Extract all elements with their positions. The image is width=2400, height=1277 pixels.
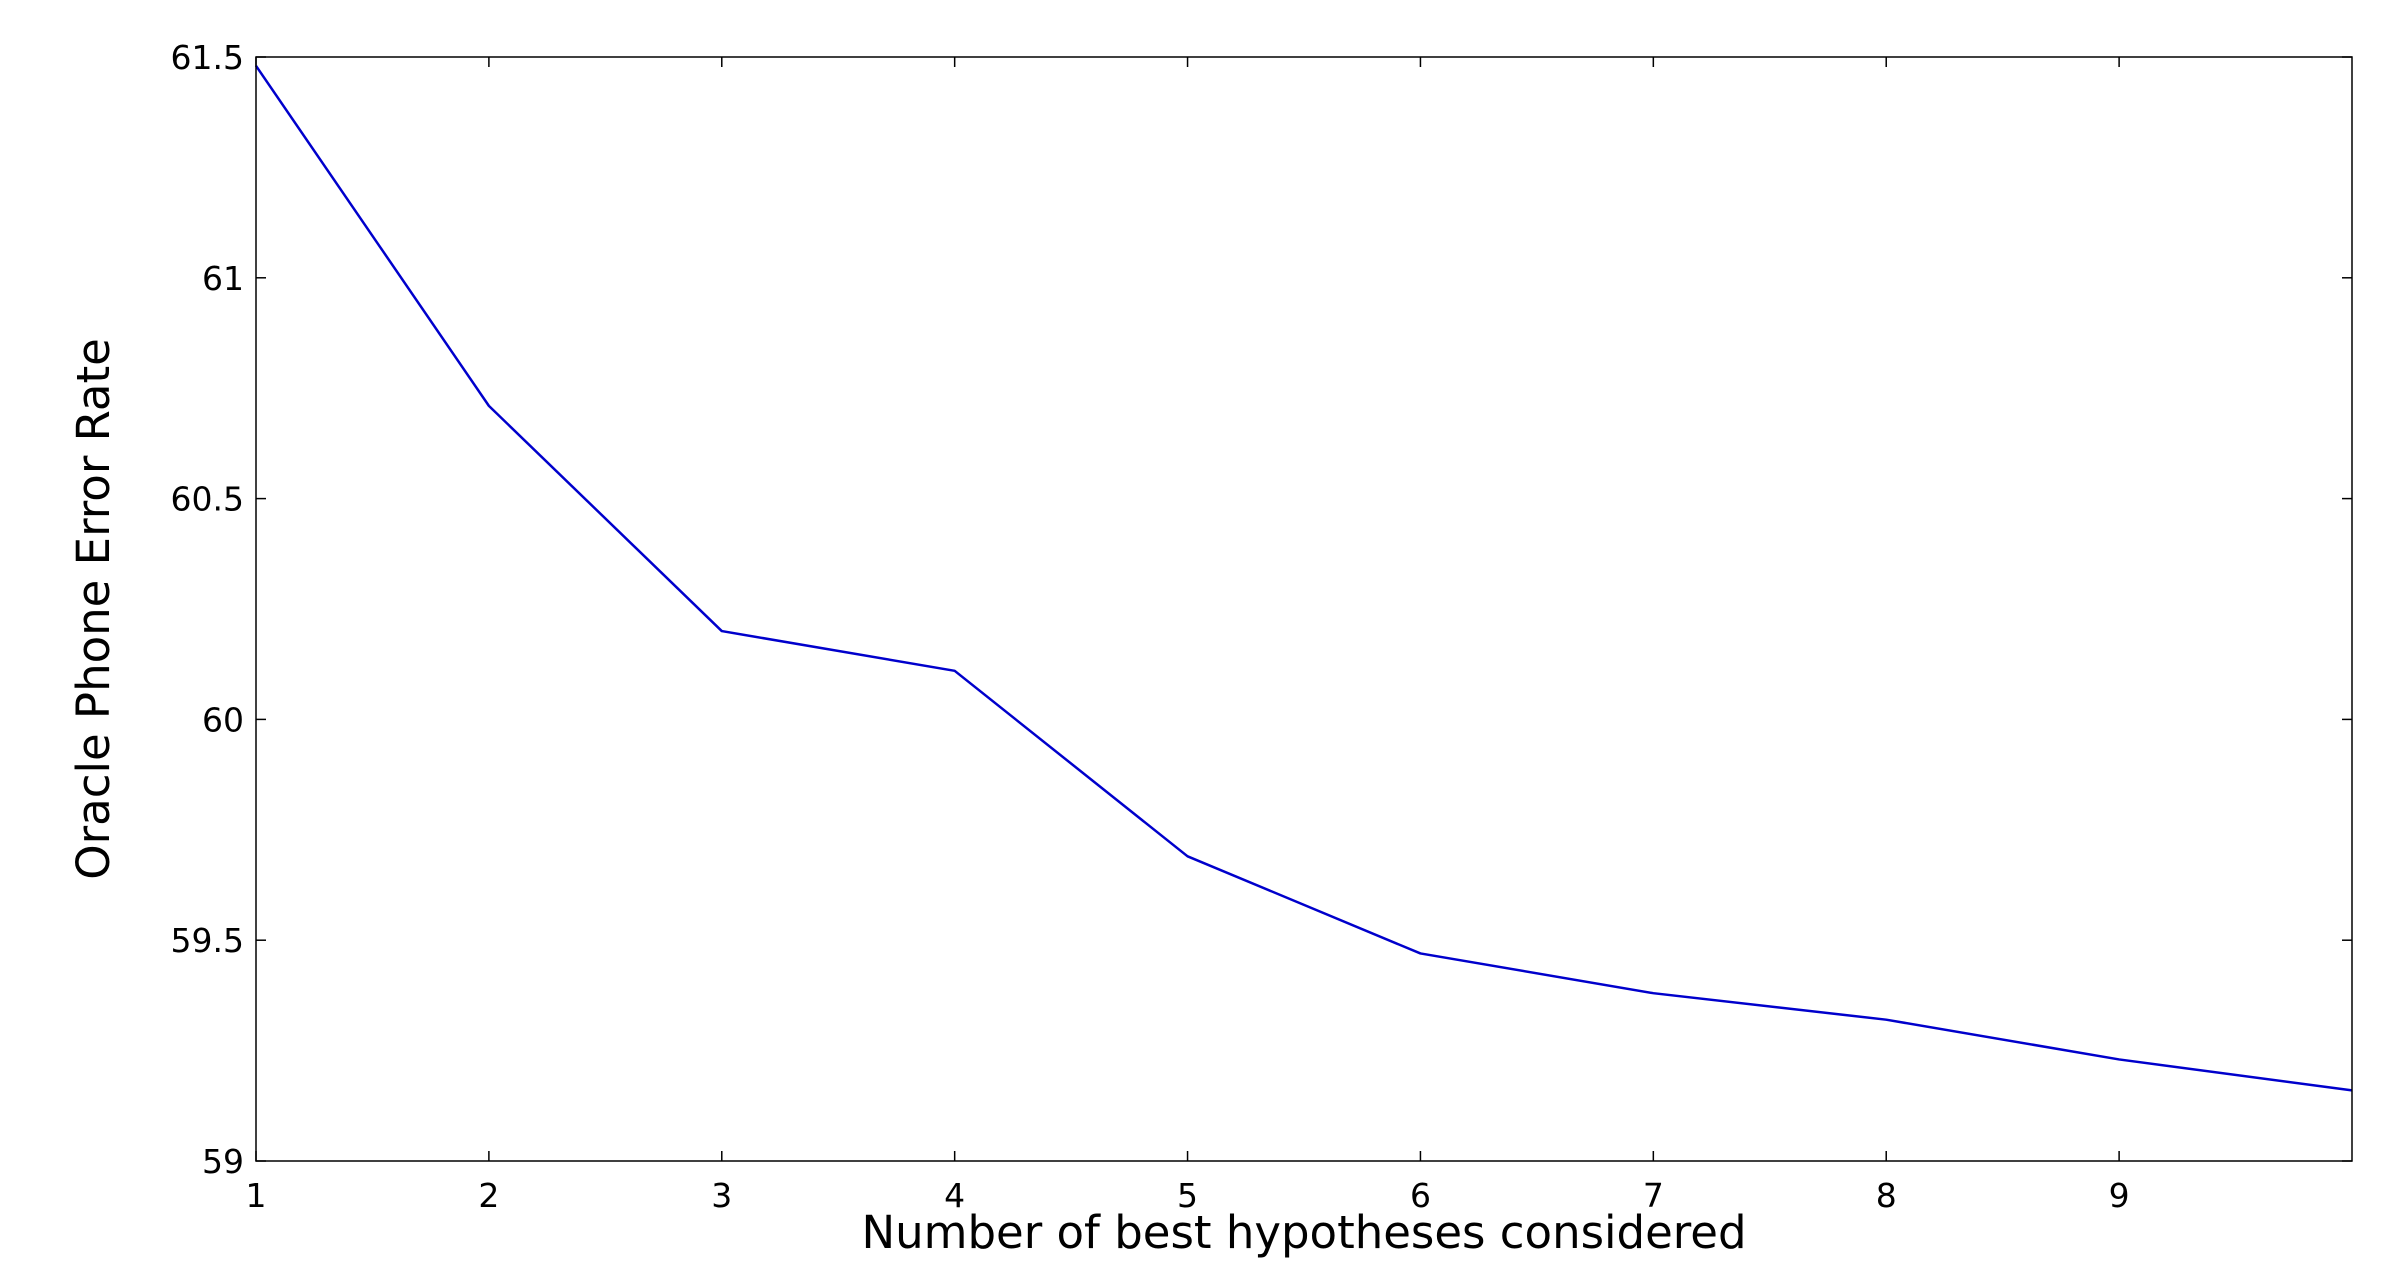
series — [254, 65, 2353, 1092]
x-tick-label: 1 — [246, 1176, 267, 1215]
x-tick-label: 5 — [1177, 1176, 1198, 1215]
y-axis-label: Oracle Phone Error Rate — [67, 338, 120, 880]
y-tick-label: 61.5 — [171, 38, 244, 77]
y-tick-label: 61 — [202, 259, 244, 298]
x-tick-label: 3 — [711, 1176, 732, 1215]
tick-labels: 1 2 3 4 5 6 7 8 9 59 59.5 60 60.5 61 61.5 — [171, 38, 2130, 1215]
y-tick-label: 60.5 — [171, 480, 244, 519]
plot-frame — [255, 56, 2353, 1162]
y-tick-label: 59.5 — [171, 921, 244, 960]
x-axis-label: Number of best hypotheses considered — [861, 1206, 1746, 1259]
x-tick-label: 2 — [478, 1176, 499, 1215]
x-tick-label: 8 — [1876, 1176, 1897, 1215]
series-line — [254, 65, 2353, 1092]
x-tick-label: 9 — [2109, 1176, 2130, 1215]
y-tick-label: 60 — [202, 700, 244, 739]
x-tick-label: 6 — [1410, 1176, 1431, 1215]
x-tick-label: 7 — [1643, 1176, 1664, 1215]
y-tick-label: 59 — [202, 1142, 244, 1181]
x-tick-label: 4 — [944, 1176, 965, 1215]
